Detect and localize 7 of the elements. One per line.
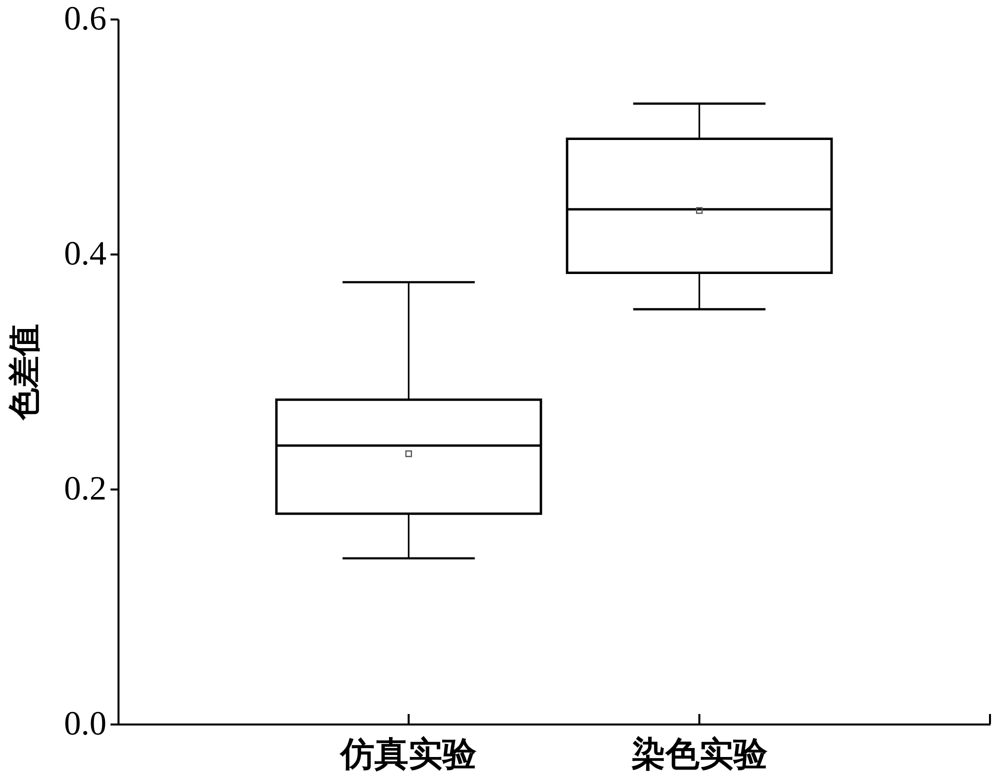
x-tick-label: 仿真实验 bbox=[338, 736, 478, 774]
y-tick-label: 0.6 bbox=[64, 0, 106, 38]
x-tick-label: 染色实验 bbox=[631, 736, 768, 774]
y-axis-title: 色差值 bbox=[6, 324, 42, 421]
y-tick-label: 0.2 bbox=[64, 470, 106, 508]
y-tick-label: 0.0 bbox=[64, 706, 106, 742]
y-tick-label: 0.4 bbox=[64, 236, 106, 272]
